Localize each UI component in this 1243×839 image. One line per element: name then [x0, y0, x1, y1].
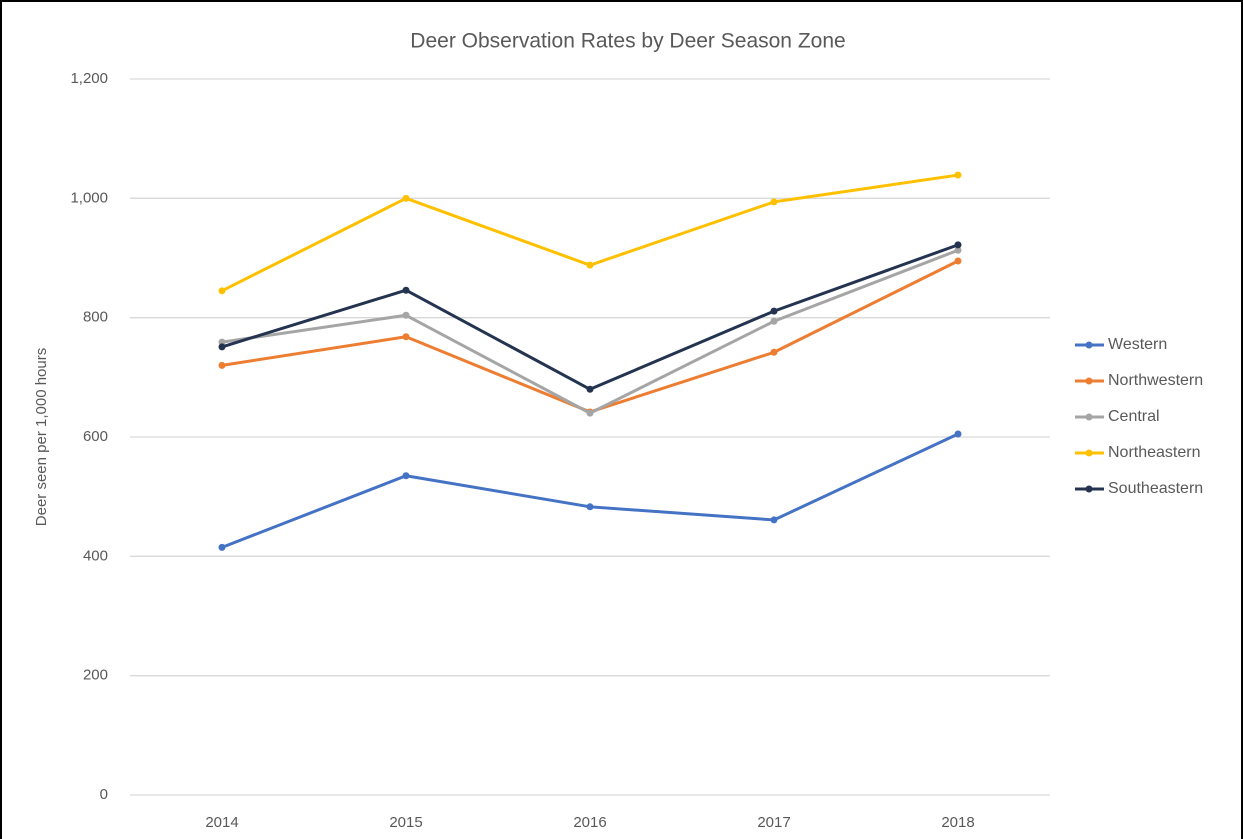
- data-point: [586, 261, 594, 269]
- data-point: [402, 311, 410, 319]
- data-point: [770, 317, 778, 325]
- legend-label: Central: [1108, 408, 1160, 425]
- data-point: [218, 343, 226, 351]
- legend-marker: [1085, 341, 1093, 349]
- y-tick-label: 200: [83, 667, 108, 684]
- data-point: [586, 409, 594, 417]
- legend-marker: [1085, 413, 1093, 421]
- y-tick-label: 400: [83, 547, 108, 564]
- legend-marker: [1085, 485, 1093, 493]
- y-tick-label: 600: [83, 428, 108, 445]
- x-tick-label: 2017: [757, 814, 790, 831]
- data-point: [402, 333, 410, 341]
- y-tick-label: 1,000: [70, 189, 108, 206]
- data-point: [218, 543, 226, 551]
- data-point: [402, 472, 410, 480]
- data-point: [770, 307, 778, 315]
- legend-label: Northeastern: [1108, 444, 1201, 461]
- data-point: [770, 348, 778, 356]
- data-point: [586, 503, 594, 511]
- legend-label: Northwestern: [1108, 372, 1203, 389]
- data-point: [954, 257, 962, 265]
- data-point: [770, 198, 778, 206]
- x-tick-label: 2015: [389, 814, 422, 831]
- data-point: [770, 516, 778, 524]
- data-point: [586, 385, 594, 393]
- data-point: [954, 246, 962, 254]
- legend-marker: [1085, 449, 1093, 457]
- y-axis-label: Deer seen per 1,000 hours: [33, 348, 50, 526]
- data-point: [402, 194, 410, 202]
- y-tick-label: 0: [100, 786, 108, 803]
- data-point: [218, 361, 226, 369]
- data-point: [402, 286, 410, 294]
- x-tick-label: 2018: [941, 814, 974, 831]
- x-tick-label: 2016: [573, 814, 606, 831]
- x-tick-label: 2014: [205, 814, 238, 831]
- chart-title: Deer Observation Rates by Deer Season Zo…: [410, 30, 845, 53]
- data-point: [218, 287, 226, 295]
- data-point: [954, 430, 962, 438]
- data-point: [954, 241, 962, 249]
- data-point: [954, 171, 962, 179]
- y-tick-label: 1,200: [70, 70, 108, 87]
- y-tick-label: 800: [83, 309, 108, 326]
- legend-label: Southeastern: [1108, 480, 1203, 497]
- legend-marker: [1085, 377, 1093, 385]
- legend-label: Western: [1108, 336, 1167, 353]
